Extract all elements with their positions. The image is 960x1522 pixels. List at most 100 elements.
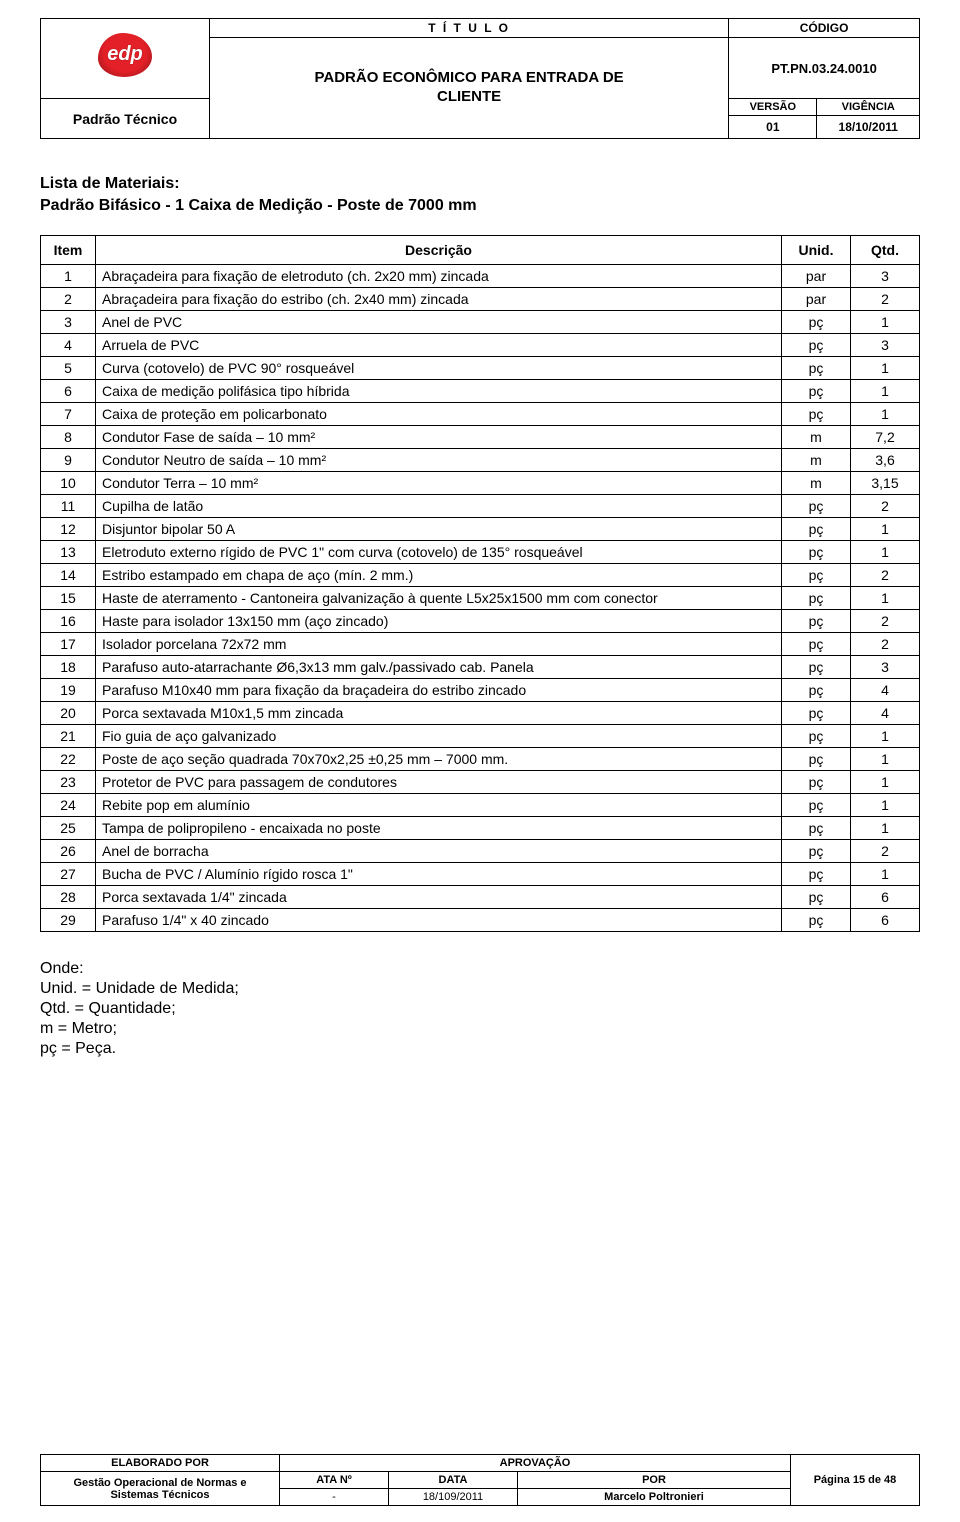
- cell-desc: Haste para isolador 13x150 mm (aço zinca…: [96, 610, 782, 633]
- table-row: 21Fio guia de aço galvanizadopç1: [41, 725, 920, 748]
- cell-unid: pç: [782, 817, 851, 840]
- table-row: 25Tampa de polipropileno - encaixada no …: [41, 817, 920, 840]
- por-label: POR: [518, 1472, 791, 1489]
- logo-cell: edp: [41, 19, 210, 99]
- col-unid: Unid.: [782, 236, 851, 265]
- cell-qtd: 4: [851, 679, 920, 702]
- table-row: 13Eletroduto externo rígido de PVC 1" co…: [41, 541, 920, 564]
- table-row: 28Porca sextavada 1/4" zincadapç6: [41, 886, 920, 909]
- table-row: 17Isolador porcelana 72x72 mmpç2: [41, 633, 920, 656]
- cell-qtd: 1: [851, 794, 920, 817]
- cell-desc: Porca sextavada 1/4" zincada: [96, 886, 782, 909]
- cell-unid: pç: [782, 679, 851, 702]
- table-header-row: Item Descrição Unid. Qtd.: [41, 236, 920, 265]
- table-row: 6Caixa de medição polifásica tipo híbrid…: [41, 380, 920, 403]
- onde-title: Onde:: [40, 960, 920, 978]
- cell-item: 26: [41, 840, 96, 863]
- cell-qtd: 2: [851, 288, 920, 311]
- cell-qtd: 3: [851, 334, 920, 357]
- cell-item: 4: [41, 334, 96, 357]
- cell-desc: Abraçadeira para fixação do estribo (ch.…: [96, 288, 782, 311]
- cell-item: 29: [41, 909, 96, 932]
- onde-line2: Qtd. = Quantidade;: [40, 1000, 920, 1018]
- table-row: 12Disjuntor bipolar 50 Apç1: [41, 518, 920, 541]
- cell-item: 7: [41, 403, 96, 426]
- cell-unid: pç: [782, 725, 851, 748]
- cell-desc: Protetor de PVC para passagem de conduto…: [96, 771, 782, 794]
- cell-item: 5: [41, 357, 96, 380]
- table-row: 18Parafuso auto-atarrachante Ø6,3x13 mm …: [41, 656, 920, 679]
- cell-qtd: 4: [851, 702, 920, 725]
- titulo-label: T Í T U L O: [210, 19, 729, 38]
- onde-line4: pç = Peça.: [40, 1040, 920, 1058]
- edp-logo: edp: [80, 31, 170, 83]
- cell-desc: Anel de borracha: [96, 840, 782, 863]
- col-desc: Descrição: [96, 236, 782, 265]
- cell-item: 23: [41, 771, 96, 794]
- cell-unid: pç: [782, 748, 851, 771]
- cell-item: 22: [41, 748, 96, 771]
- cell-item: 3: [41, 311, 96, 334]
- onde-line3: m = Metro;: [40, 1020, 920, 1038]
- cell-qtd: 6: [851, 886, 920, 909]
- table-row: 24Rebite pop em alumíniopç1: [41, 794, 920, 817]
- cell-desc: Haste de aterramento - Cantoneira galvan…: [96, 587, 782, 610]
- table-row: 22Poste de aço seção quadrada 70x70x2,25…: [41, 748, 920, 771]
- table-row: 11Cupilha de latãopç2: [41, 495, 920, 518]
- cell-qtd: 1: [851, 403, 920, 426]
- cell-item: 6: [41, 380, 96, 403]
- cell-item: 21: [41, 725, 96, 748]
- cell-unid: pç: [782, 909, 851, 932]
- cell-item: 13: [41, 541, 96, 564]
- cell-item: 16: [41, 610, 96, 633]
- cell-qtd: 7,2: [851, 426, 920, 449]
- cell-qtd: 3,15: [851, 472, 920, 495]
- por-value: Marcelo Poltronieri: [518, 1489, 791, 1506]
- cell-item: 20: [41, 702, 96, 725]
- cell-item: 9: [41, 449, 96, 472]
- cell-desc: Abraçadeira para fixação de eletroduto (…: [96, 265, 782, 288]
- data-label: DATA: [389, 1472, 518, 1489]
- cell-desc: Parafuso auto-atarrachante Ø6,3x13 mm ga…: [96, 656, 782, 679]
- main-title-l1: PADRÃO ECONÔMICO PARA ENTRADA DE: [218, 69, 720, 88]
- cell-qtd: 1: [851, 748, 920, 771]
- cell-qtd: 6: [851, 909, 920, 932]
- col-item: Item: [41, 236, 96, 265]
- cell-desc: Condutor Terra – 10 mm²: [96, 472, 782, 495]
- cell-unid: pç: [782, 863, 851, 886]
- table-row: 29Parafuso 1/4" x 40 zincadopç6: [41, 909, 920, 932]
- padrao-tecnico: Padrão Técnico: [41, 99, 210, 139]
- cell-desc: Rebite pop em alumínio: [96, 794, 782, 817]
- codigo-value: PT.PN.03.24.0010: [729, 38, 920, 99]
- vigencia-label: VIGÊNCIA: [817, 99, 920, 116]
- cell-desc: Porca sextavada M10x1,5 mm zincada: [96, 702, 782, 725]
- cell-desc: Condutor Fase de saída – 10 mm²: [96, 426, 782, 449]
- cell-qtd: 3,6: [851, 449, 920, 472]
- ata-value: -: [280, 1489, 389, 1506]
- cell-unid: par: [782, 265, 851, 288]
- table-row: 20Porca sextavada M10x1,5 mm zincadapç4: [41, 702, 920, 725]
- table-row: 2Abraçadeira para fixação do estribo (ch…: [41, 288, 920, 311]
- cell-unid: pç: [782, 610, 851, 633]
- cell-item: 2: [41, 288, 96, 311]
- cell-unid: par: [782, 288, 851, 311]
- cell-desc: Condutor Neutro de saída – 10 mm²: [96, 449, 782, 472]
- onde-line1: Unid. = Unidade de Medida;: [40, 980, 920, 998]
- cell-item: 24: [41, 794, 96, 817]
- cell-desc: Fio guia de aço galvanizado: [96, 725, 782, 748]
- cell-qtd: 1: [851, 817, 920, 840]
- cell-unid: m: [782, 426, 851, 449]
- page: edp T Í T U L O CÓDIGO PADRÃO ECONÔMICO …: [0, 0, 960, 1522]
- table-row: 16Haste para isolador 13x150 mm (aço zin…: [41, 610, 920, 633]
- cell-item: 27: [41, 863, 96, 886]
- cell-desc: Eletroduto externo rígido de PVC 1" com …: [96, 541, 782, 564]
- cell-unid: pç: [782, 564, 851, 587]
- cell-unid: pç: [782, 334, 851, 357]
- cell-desc: Parafuso M10x40 mm para fixação da braça…: [96, 679, 782, 702]
- cell-desc: Anel de PVC: [96, 311, 782, 334]
- table-row: 14Estribo estampado em chapa de aço (mín…: [41, 564, 920, 587]
- vigencia-value: 18/10/2011: [817, 116, 920, 139]
- aprov-label: APROVAÇÃO: [280, 1455, 791, 1472]
- table-row: 10Condutor Terra – 10 mm²m3,15: [41, 472, 920, 495]
- cell-desc: Arruela de PVC: [96, 334, 782, 357]
